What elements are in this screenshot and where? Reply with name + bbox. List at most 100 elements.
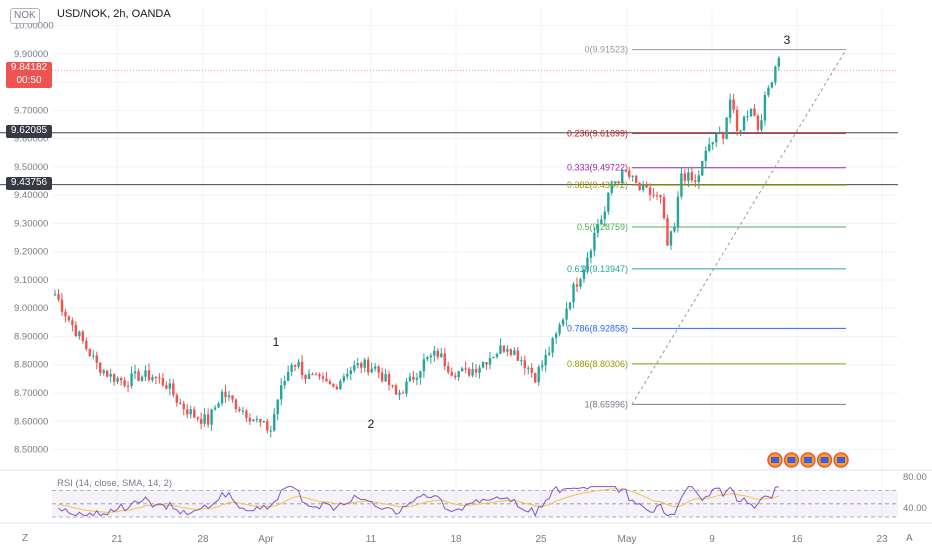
- candle-body: [697, 175, 700, 182]
- candle: [568, 302, 572, 311]
- candle: [384, 368, 387, 383]
- candle: [328, 378, 332, 385]
- rsi-legend[interactable]: RSI (14, close, SMA, 14, 2): [57, 478, 173, 489]
- zoom-button[interactable]: Z: [22, 533, 29, 544]
- candle-body: [238, 408, 241, 411]
- candle: [662, 193, 666, 220]
- candle-body: [206, 414, 210, 425]
- price-tick-label: 9.50000: [14, 162, 48, 173]
- candle: [499, 338, 502, 355]
- flag-canton-icon: [820, 457, 829, 463]
- price-tick-label: 8.90000: [14, 331, 48, 342]
- candle-body: [123, 380, 126, 386]
- candle-body: [81, 331, 85, 342]
- candle: [339, 378, 342, 390]
- candle-body: [547, 352, 551, 355]
- candle-body: [676, 196, 680, 228]
- candle: [457, 370, 460, 381]
- candle-body: [718, 133, 721, 135]
- candle: [520, 356, 523, 366]
- candle-body: [631, 175, 634, 177]
- candle-body: [391, 385, 394, 387]
- candle-body: [419, 371, 422, 378]
- candle-body: [715, 133, 718, 143]
- candle-body: [241, 410, 245, 412]
- candle-body: [217, 403, 220, 408]
- candle: [575, 277, 579, 293]
- price-tick-label: 8.50000: [14, 445, 48, 456]
- candle: [690, 167, 694, 184]
- time-tick-label: 16: [791, 534, 803, 545]
- candle-body: [673, 227, 676, 232]
- candle: [460, 366, 464, 372]
- candle: [614, 181, 617, 187]
- candle: [255, 415, 259, 423]
- candle: [92, 350, 95, 360]
- flag-canton-icon: [804, 457, 812, 463]
- candle-body: [140, 376, 144, 381]
- candle-body: [530, 367, 533, 373]
- candle-body: [735, 109, 739, 132]
- candle-body: [474, 369, 478, 373]
- candle-body: [499, 345, 502, 354]
- candle: [408, 372, 412, 382]
- candle: [572, 282, 575, 309]
- candle-body: [85, 341, 88, 349]
- candle-body: [92, 355, 95, 357]
- candle-body: [412, 376, 415, 380]
- candle-body: [645, 185, 648, 188]
- candle-body: [245, 410, 248, 418]
- candle-body: [520, 360, 523, 362]
- candle: [168, 378, 172, 396]
- candle-body: [572, 284, 575, 303]
- candle: [513, 347, 516, 356]
- candle: [516, 346, 520, 362]
- auto-scale-button[interactable]: A: [906, 533, 913, 544]
- candle: [586, 251, 589, 274]
- candle: [356, 357, 359, 369]
- candle-body: [481, 362, 485, 368]
- candle-body: [300, 361, 304, 376]
- fibonacci-retracement[interactable]: 0(9.91523) 0.236(9.61899) 0.333(9.49722) 0.…: [567, 45, 847, 410]
- candle: [60, 293, 64, 316]
- wave-labels: 1 2 3: [273, 33, 791, 431]
- candle: [628, 167, 631, 180]
- candle-body: [405, 381, 408, 394]
- candle: [119, 376, 123, 386]
- candle-body: [186, 409, 189, 415]
- candle: [725, 116, 728, 140]
- candle-body: [318, 374, 321, 377]
- candle: [523, 355, 526, 376]
- candle: [544, 349, 547, 373]
- candle-body: [742, 116, 746, 131]
- candle-body: [704, 150, 707, 161]
- candle: [81, 329, 85, 344]
- candle-body: [426, 357, 429, 360]
- candle: [297, 359, 300, 369]
- candle: [154, 375, 158, 385]
- candle: [422, 353, 426, 378]
- candle: [645, 181, 648, 189]
- candle-body: [725, 117, 728, 139]
- fib-label-0.236: 0.236(9.61899): [567, 128, 628, 138]
- event-flags[interactable]: [767, 452, 849, 468]
- candle-body: [102, 370, 105, 373]
- candle-body: [252, 419, 255, 422]
- candle: [88, 348, 91, 357]
- symbol-badge[interactable]: NOK: [10, 8, 40, 24]
- candle-body: [596, 224, 600, 233]
- time-axis[interactable]: 21 28 Apr 11 18 25 May 9 16 23: [0, 522, 932, 545]
- candle: [231, 394, 234, 403]
- current-price-value: 9.84182: [10, 62, 48, 73]
- candle: [624, 169, 627, 173]
- candle: [760, 113, 763, 134]
- candle-body: [746, 116, 749, 118]
- candle-body: [652, 194, 655, 196]
- candle-body: [119, 378, 123, 381]
- candle: [165, 381, 168, 390]
- candle-body: [273, 414, 276, 431]
- candle-body: [478, 367, 481, 373]
- candle-body: [509, 349, 513, 355]
- candle-body: [561, 319, 565, 325]
